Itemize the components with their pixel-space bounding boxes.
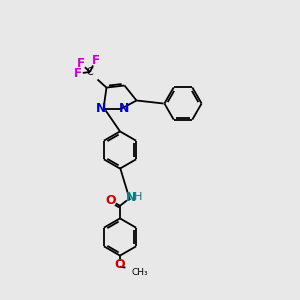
Text: F: F — [92, 54, 99, 67]
Text: O: O — [105, 194, 116, 207]
Text: N: N — [126, 191, 136, 204]
Text: N: N — [96, 102, 106, 115]
Text: CH₃: CH₃ — [131, 268, 148, 277]
Text: N: N — [119, 102, 129, 115]
Text: F: F — [76, 57, 84, 70]
Text: F: F — [74, 67, 81, 80]
Text: O: O — [115, 257, 125, 271]
Text: C: C — [87, 67, 93, 77]
Text: H: H — [134, 192, 142, 203]
